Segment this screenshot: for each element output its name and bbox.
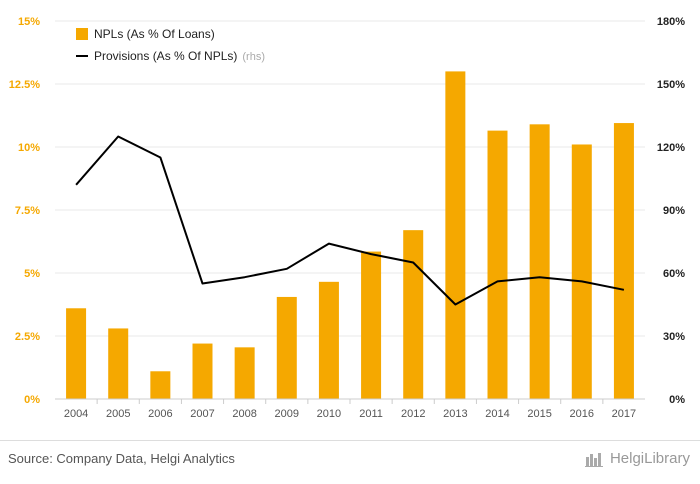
bar: [403, 230, 424, 399]
x-tick-label: 2009: [275, 408, 299, 420]
axes: 0% 2.5% 5% 7.5% 10% 12.5% 15% 0% 30% 60% 90% 120% 15…: [9, 16, 685, 420]
chart: 0% 2.5% 5% 7.5% 10% 12.5% 15% 0% 30% 60% 90% 120% 15…: [9, 16, 685, 420]
y-right-tick-label: 150%: [657, 79, 685, 91]
bar: [361, 251, 382, 399]
bar: [318, 281, 339, 399]
y-right-tick-label: 30%: [663, 331, 685, 343]
bar: [192, 343, 213, 399]
y-left-tick-label: 5%: [24, 268, 40, 280]
y-left-tick-label: 10%: [18, 142, 40, 154]
y-right-tick-label: 60%: [663, 268, 685, 280]
bar: [529, 124, 550, 399]
legend-rhs-note: (rhs): [242, 51, 265, 63]
bar: [150, 371, 171, 399]
bar: [276, 296, 297, 399]
x-tick-label: 2004: [64, 408, 88, 420]
bar: [613, 123, 634, 399]
x-tick-label: 2014: [485, 408, 509, 420]
legend: NPLs (As % Of Loans) Provisions (As % Of…: [76, 27, 265, 63]
grid: [55, 20, 645, 400]
x-tick-label: 2017: [612, 408, 636, 420]
bar: [66, 308, 87, 399]
provisions-line: [75, 135, 625, 306]
legend-label-provisions: Provisions (As % Of NPLs) (rhs): [94, 49, 265, 63]
y-left-tick-label: 2.5%: [15, 331, 40, 343]
legend-swatch-bar: [76, 28, 88, 40]
bar: [445, 71, 466, 400]
x-tick-label: 2013: [443, 408, 467, 420]
y-right-tick-label: 90%: [663, 205, 685, 217]
x-tick-label: 2007: [190, 408, 214, 420]
brand-name: HelgiLibrary: [609, 450, 690, 467]
y-left-tick-label: 7.5%: [15, 205, 40, 217]
x-tick-label: 2015: [527, 408, 551, 420]
footer: Source: Company Data, Helgi Analytics He…: [0, 440, 700, 484]
x-tick-label: 2012: [401, 408, 425, 420]
bar: [487, 130, 508, 399]
y-right-tick-label: 0%: [669, 394, 685, 406]
x-tick-label: 2011: [359, 408, 383, 420]
x-tick-label: 2006: [148, 408, 172, 420]
x-tick-label: 2016: [570, 408, 594, 420]
y-right-tick-label: 180%: [657, 16, 685, 28]
x-tick-label: 2008: [232, 408, 256, 420]
source-text: Source: Company Data, Helgi Analytics: [8, 451, 235, 466]
library-icon: [584, 452, 603, 467]
legend-label-npls: NPLs (As % Of Loans): [94, 27, 215, 41]
bar: [571, 144, 592, 399]
line-series: [75, 135, 625, 306]
bar-series: [66, 71, 634, 400]
y-left-tick-label: 15%: [18, 16, 40, 28]
y-right-tick-label: 120%: [657, 142, 685, 154]
x-tick-label: 2005: [106, 408, 130, 420]
y-left-tick-label: 0%: [24, 394, 40, 406]
bar: [234, 347, 255, 399]
brand-logo[interactable]: HelgiLibrary: [584, 450, 690, 467]
x-tick-label: 2010: [317, 408, 341, 420]
bar: [108, 328, 129, 399]
y-left-tick-label: 12.5%: [9, 79, 40, 91]
